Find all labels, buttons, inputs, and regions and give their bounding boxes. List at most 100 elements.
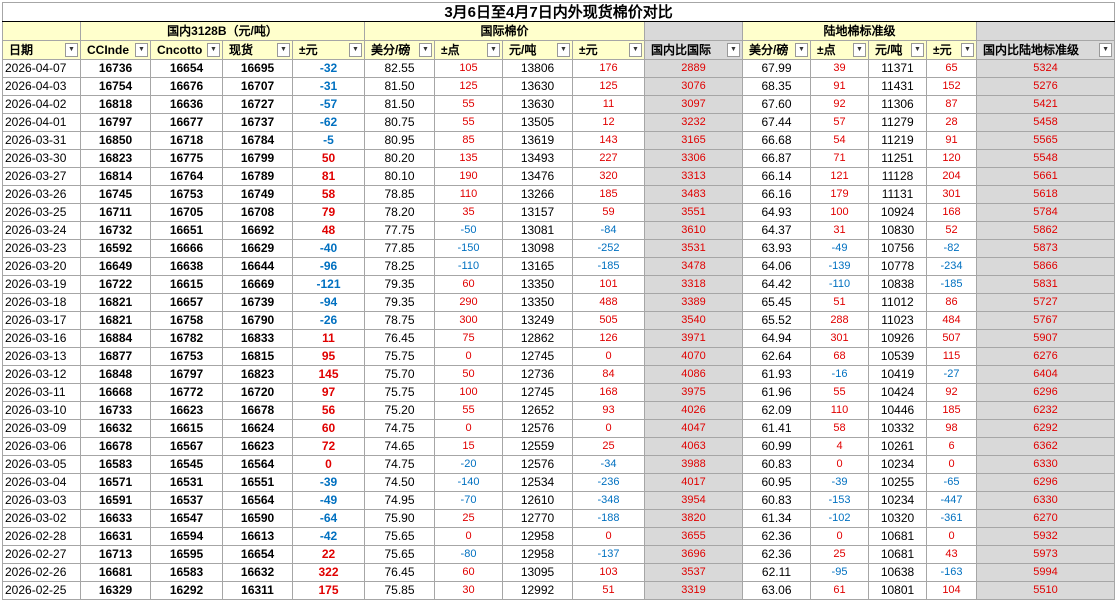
title-row: 3月6日至4月7日内外现货棉价对比 — [1, 2, 1116, 22]
value-cell: 3478 — [644, 257, 743, 276]
value-cell: 16668 — [80, 383, 151, 402]
value-cell: 0 — [572, 347, 645, 366]
filter-button[interactable]: ▼ — [629, 43, 642, 57]
value-cell: 12576 — [502, 419, 573, 438]
value-cell: 5767 — [975, 311, 1116, 330]
value-cell: 100 — [434, 383, 503, 402]
value-cell: 0 — [810, 527, 869, 546]
value-cell: 5548 — [975, 149, 1116, 168]
value-cell: -62 — [292, 113, 365, 132]
filter-button[interactable]: ▼ — [911, 43, 924, 57]
value-cell: 13095 — [502, 563, 573, 582]
value-cell: 16629 — [222, 239, 293, 258]
filter-button[interactable]: ▼ — [487, 43, 500, 57]
filter-button[interactable]: ▼ — [419, 43, 432, 57]
date-cell: 2026-04-02 — [2, 95, 81, 114]
value-cell: -110 — [434, 257, 503, 276]
filter-button[interactable]: ▼ — [727, 43, 740, 57]
value-cell: 103 — [572, 563, 645, 582]
value-cell: 11 — [572, 95, 645, 114]
date-cell: 2026-03-13 — [2, 347, 81, 366]
value-cell: 3655 — [644, 527, 743, 546]
value-cell: 58 — [810, 419, 869, 438]
data-row: 2026-03-02 16633 16547 16590 -64 75.90 25 12770… — [2, 509, 1116, 528]
value-cell: 16678 — [80, 437, 151, 456]
value-cell: 4086 — [644, 365, 743, 384]
value-cell: 5458 — [975, 113, 1116, 132]
value-cell: 81.50 — [364, 77, 435, 96]
value-cell: 13493 — [502, 149, 573, 168]
data-row: 2026-03-09 16632 16615 16624 60 74.75 0 12576 0 4… — [2, 419, 1116, 438]
value-cell: 10539 — [868, 347, 927, 366]
value-cell: 16758 — [150, 311, 223, 330]
group-header-empty — [2, 21, 81, 41]
filter-button[interactable]: ▼ — [1099, 43, 1113, 57]
value-cell: -185 — [926, 275, 977, 294]
filter-button[interactable]: ▼ — [557, 43, 570, 57]
value-cell: -27 — [926, 365, 977, 384]
value-cell: 16749 — [222, 185, 293, 204]
value-cell: 16654 — [150, 59, 223, 78]
value-cell: 179 — [810, 185, 869, 204]
value-cell: -34 — [572, 455, 645, 474]
value-cell: 6296 — [975, 473, 1116, 492]
value-cell: 3097 — [644, 95, 743, 114]
value-cell: 16615 — [150, 275, 223, 294]
filter-button[interactable]: ▼ — [277, 43, 290, 57]
value-cell: 3537 — [644, 563, 743, 582]
value-cell: 301 — [810, 329, 869, 348]
value-cell: 10320 — [868, 509, 927, 528]
value-cell: 61.96 — [742, 383, 811, 402]
filter-button[interactable]: ▼ — [853, 43, 866, 57]
column-header: 元/吨 ▼ — [502, 40, 573, 60]
value-cell: 12576 — [502, 455, 573, 474]
filter-button[interactable]: ▼ — [207, 43, 220, 57]
value-cell: 5831 — [975, 275, 1116, 294]
value-cell: 16707 — [222, 77, 293, 96]
filter-button[interactable]: ▼ — [795, 43, 808, 57]
data-row: 2026-03-11 16668 16772 16720 97 75.75 100 12745… — [2, 383, 1116, 402]
filter-button[interactable]: ▼ — [135, 43, 148, 57]
value-cell: 56 — [292, 401, 365, 420]
value-cell: 16594 — [150, 527, 223, 546]
value-cell: 16797 — [150, 365, 223, 384]
column-header: 国内比国际 ▼ — [644, 40, 743, 60]
value-cell: 13505 — [502, 113, 573, 132]
value-cell: 105 — [434, 59, 503, 78]
value-cell: 125 — [434, 77, 503, 96]
value-cell: 16311 — [222, 581, 293, 600]
value-cell: 51 — [572, 581, 645, 600]
filter-button[interactable]: ▼ — [961, 43, 974, 57]
value-cell: 16636 — [150, 95, 223, 114]
value-cell: 39 — [810, 59, 869, 78]
value-cell: 11371 — [868, 59, 927, 78]
value-cell: -163 — [926, 563, 977, 582]
value-cell: 11279 — [868, 113, 927, 132]
value-cell: 6404 — [975, 365, 1116, 384]
filter-button[interactable]: ▼ — [349, 43, 362, 57]
data-row: 2026-03-17 16821 16758 16790 -26 78.75 300 1324… — [2, 311, 1116, 330]
value-cell: 2889 — [644, 59, 743, 78]
value-cell: 62.64 — [742, 347, 811, 366]
data-row: 2026-03-27 16814 16764 16789 81 80.10 190 13476… — [2, 167, 1116, 186]
value-cell: 12958 — [502, 545, 573, 564]
value-cell: -140 — [434, 473, 503, 492]
date-cell: 2026-04-03 — [2, 77, 81, 96]
value-cell: 16815 — [222, 347, 293, 366]
filter-button[interactable]: ▼ — [65, 43, 78, 57]
value-cell: 4070 — [644, 347, 743, 366]
value-cell: 6 — [926, 437, 977, 456]
value-cell: 64.93 — [742, 203, 811, 222]
value-cell: 16711 — [80, 203, 151, 222]
data-row: 2026-03-24 16732 16651 16692 48 77.75 -50 13081… — [2, 221, 1116, 240]
value-cell: 16545 — [150, 455, 223, 474]
value-cell: 28 — [926, 113, 977, 132]
data-row: 2026-03-20 16649 16638 16644 -96 78.25 -110 131… — [2, 257, 1116, 276]
value-cell: 75.75 — [364, 347, 435, 366]
data-row: 2026-03-23 16592 16666 16629 -40 77.85 -150 130… — [2, 239, 1116, 258]
value-cell: 16737 — [222, 113, 293, 132]
value-cell: -70 — [434, 491, 503, 510]
date-cell: 2026-03-02 — [2, 509, 81, 528]
data-row: 2026-03-10 16733 16623 16678 56 75.20 55 12652 9… — [2, 401, 1116, 420]
value-cell: 66.68 — [742, 131, 811, 150]
